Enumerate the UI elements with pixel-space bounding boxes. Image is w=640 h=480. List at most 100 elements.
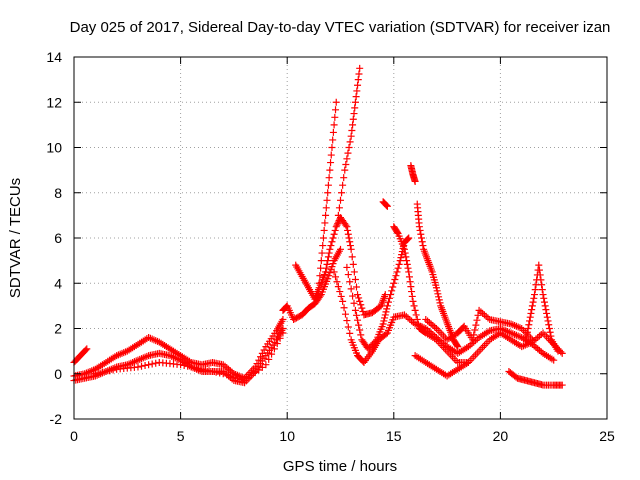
data-point — [344, 230, 352, 238]
data-point — [337, 196, 344, 204]
data-point — [325, 272, 333, 280]
x-tick-label: 25 — [599, 428, 615, 444]
data-point — [349, 292, 357, 300]
data-point — [187, 363, 195, 371]
data-point — [414, 320, 422, 328]
data-point — [397, 254, 405, 262]
data-point — [406, 278, 414, 286]
data-point — [352, 283, 360, 291]
data-point — [212, 368, 220, 376]
data-point — [241, 377, 249, 385]
data-point — [346, 242, 354, 250]
data-point — [389, 283, 397, 291]
data-point — [545, 321, 553, 329]
series-spike-a — [315, 98, 340, 287]
data-point — [545, 325, 553, 332]
data-point — [417, 230, 425, 238]
data-point — [383, 305, 391, 313]
data-point — [355, 294, 363, 302]
y-tick-label: 4 — [54, 275, 62, 291]
data-point — [388, 287, 396, 295]
data-point — [351, 104, 359, 112]
data-point — [535, 261, 543, 269]
data-point — [352, 311, 360, 319]
series-base-2 — [91, 329, 287, 385]
data-point — [322, 211, 330, 219]
series-tail-21 — [505, 367, 566, 389]
data-point — [410, 302, 418, 310]
data-point — [357, 331, 365, 339]
data-point — [323, 196, 331, 204]
data-point — [400, 245, 408, 253]
data-point — [341, 310, 349, 318]
data-point — [219, 370, 227, 378]
data-point — [332, 106, 340, 114]
data-point — [343, 223, 351, 231]
data-point — [346, 238, 354, 246]
data-point — [435, 293, 443, 301]
y-tick-label: 12 — [46, 94, 62, 110]
data-point — [327, 159, 335, 167]
axis-ticks: 0 5 10 15 20 25 -2 0 2 4 6 8 10 12 14 — [46, 49, 615, 444]
data-point — [434, 290, 442, 298]
data-point — [347, 132, 355, 140]
data-point — [332, 273, 340, 281]
data-point — [230, 373, 238, 381]
data-point — [316, 272, 324, 280]
data-point — [472, 321, 480, 329]
series-low-0 — [70, 345, 91, 366]
data-point — [349, 115, 357, 123]
data-point — [526, 313, 534, 321]
data-point — [539, 291, 547, 299]
series-decay-b — [343, 234, 413, 353]
data-point — [276, 334, 284, 342]
data-point — [348, 253, 356, 261]
data-point — [357, 301, 365, 309]
data-point — [319, 242, 327, 250]
data-point — [528, 306, 536, 314]
data-point — [348, 127, 356, 135]
data-point — [102, 367, 110, 375]
data-point — [346, 329, 354, 337]
data-point — [415, 223, 423, 231]
data-point — [380, 317, 388, 325]
data-point — [349, 121, 357, 129]
data-point — [358, 304, 366, 312]
data-point — [322, 204, 330, 212]
data-point — [344, 149, 352, 157]
data-point — [109, 366, 117, 374]
data-point — [95, 369, 103, 377]
data-point — [331, 226, 339, 234]
data-point — [273, 340, 281, 348]
data-point — [332, 223, 340, 231]
data-point — [350, 299, 358, 307]
data-point — [340, 304, 348, 312]
data-point — [328, 263, 336, 271]
data-point — [258, 363, 266, 371]
data-point — [404, 264, 412, 272]
data-point — [138, 362, 146, 370]
data-point — [473, 316, 481, 324]
data-point — [558, 349, 566, 357]
data-point — [531, 291, 539, 299]
data-point — [403, 236, 411, 244]
data-point — [403, 260, 411, 268]
y-tick-label: 8 — [54, 185, 62, 201]
data-point — [325, 174, 333, 182]
data-point — [405, 273, 413, 281]
data-point — [251, 369, 259, 377]
data-point — [524, 325, 532, 332]
series-spike-b — [334, 64, 364, 219]
data-point — [536, 271, 544, 279]
data-point — [351, 275, 359, 283]
data-point — [392, 272, 400, 280]
data-point — [396, 257, 404, 265]
data-point — [134, 363, 142, 371]
data-point — [356, 297, 364, 305]
series-wave-10 — [292, 214, 389, 319]
data-point — [180, 361, 188, 369]
data-point — [351, 306, 359, 314]
data-point — [356, 64, 364, 72]
data-point — [322, 268, 330, 276]
data-point — [347, 285, 355, 293]
